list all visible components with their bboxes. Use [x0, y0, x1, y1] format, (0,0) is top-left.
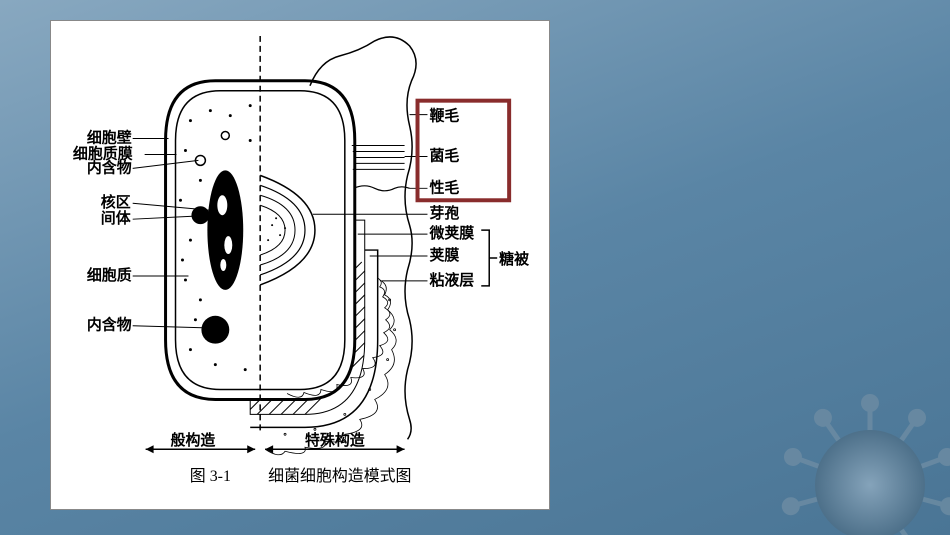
label-pilus: 性毛 [429, 178, 459, 196]
right-section-label: 特殊构造 [305, 431, 365, 449]
label-microcapsule: 微荚膜 [428, 224, 474, 242]
label-inclusion-bottom: 内含物 [87, 316, 132, 334]
label-nucleoid: 核区 [101, 193, 131, 211]
bacteria-diagram: 细胞壁 细胞质膜 内含物 核区 间体 细胞质 内含物 鞭毛 菌毛 性毛 芽孢 微… [50, 20, 550, 510]
label-endospore: 芽孢 [429, 204, 459, 222]
virus-decoration [690, 355, 950, 535]
label-slime: 粘液层 [429, 271, 474, 289]
label-cell-wall: 细胞壁 [87, 129, 132, 147]
caption-number: 图 3-1 [190, 468, 231, 485]
inclusion-large [201, 316, 229, 344]
diagram-bg [51, 21, 549, 509]
label-inclusion-top: 内含物 [87, 158, 132, 176]
label-fimbriae: 菌毛 [429, 146, 459, 164]
nucleoid [207, 170, 243, 290]
caption-text: 细菌细胞构造模式图 [268, 467, 411, 485]
label-capsule: 荚膜 [429, 246, 459, 264]
diagram-svg: 细胞壁 细胞质膜 内含物 核区 间体 细胞质 内含物 鞭毛 菌毛 性毛 芽孢 微… [51, 21, 549, 509]
label-flagellum: 鞭毛 [429, 107, 459, 125]
label-cytoplasm: 细胞质 [87, 266, 132, 284]
left-section-label: 般构造 [171, 431, 216, 449]
group-label: 糖被 [499, 250, 529, 268]
label-mesosome: 间体 [101, 209, 131, 227]
